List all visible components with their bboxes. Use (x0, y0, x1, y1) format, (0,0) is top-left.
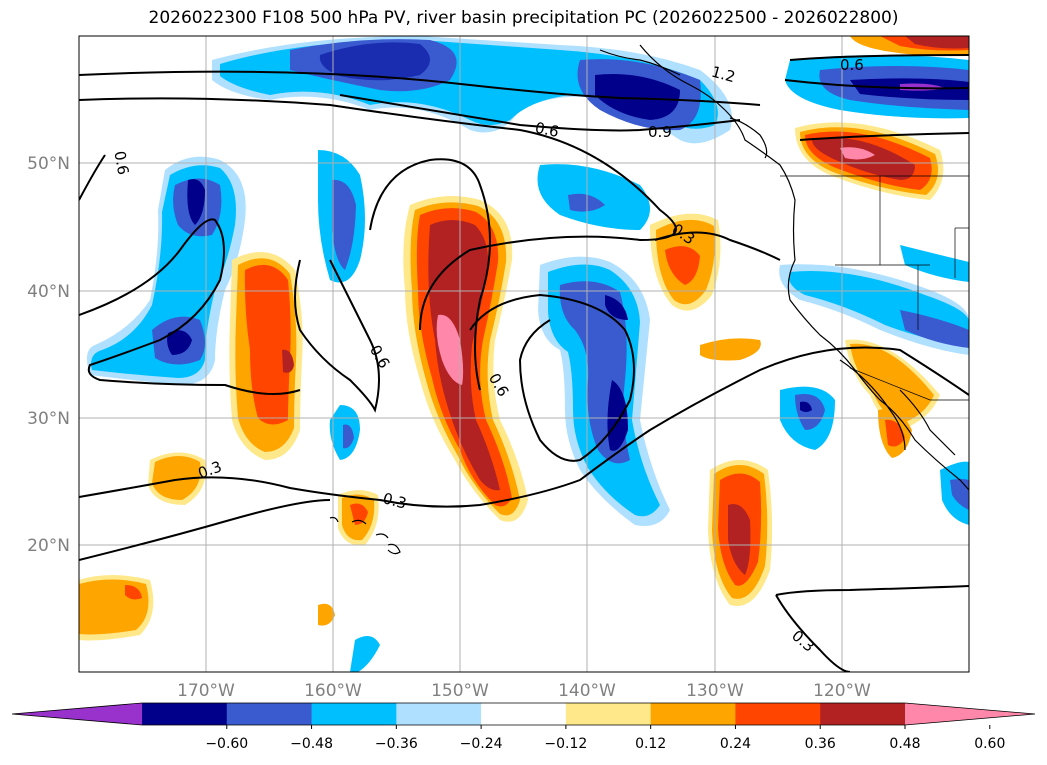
map-frame (78, 35, 970, 673)
colorbar-bin (396, 703, 482, 725)
us-mexico-border (849, 367, 969, 401)
contour-label: 0.9 (648, 123, 672, 141)
colorbar-tick-label: 0.36 (805, 736, 836, 752)
coastlines (329, 44, 969, 555)
pv-contour-1-2 (79, 70, 761, 106)
latitude-labels: 20°N 30°N 40°N 50°N (27, 154, 70, 556)
lon-label-170W: 170°W (177, 681, 235, 701)
pv-contour-0-6-loop (369, 158, 491, 391)
lon-label-140W: 140°W (558, 681, 616, 701)
pv-contours (79, 54, 969, 672)
lon-label-130W: 130°W (686, 681, 744, 701)
lon-label-150W: 150°W (431, 681, 489, 701)
north-america-coast (639, 44, 969, 491)
pv-contour-0-6-mid (294, 259, 380, 413)
pv-contour-0-6-north (79, 97, 677, 331)
colorbar-tick-label: −0.24 (460, 736, 503, 752)
hawaii-island-1 (329, 516, 339, 523)
map-title: 2026022300 F108 500 hPa PV, river basin … (148, 8, 899, 28)
colorbar-tick-label: 0.12 (635, 736, 666, 752)
longitude-labels: 170°W 160°W 150°W 140°W 130°W 120°W (177, 681, 871, 701)
lat-label-40N: 40°N (27, 282, 70, 302)
pv-contour-0-3-south (79, 346, 969, 508)
pv-contour-0-3-far (79, 499, 331, 561)
colorbar-bin (481, 703, 567, 725)
lat-label-20N: 20°N (27, 536, 70, 556)
colorbar-outline (11, 702, 1036, 726)
lon-label-120W: 120°W (813, 681, 871, 701)
lat-label-50N: 50°N (27, 154, 70, 174)
pv-contour-0-6-coast (799, 132, 969, 141)
colorbar-tick-label: 0.24 (720, 736, 751, 752)
pv-contour-0-9 (339, 94, 741, 132)
lon-label-160W: 160°W (304, 681, 362, 701)
colorbar-bin (226, 703, 313, 725)
contour-label: 0.6 (110, 150, 132, 177)
contour-label: 0.6 (840, 56, 864, 74)
gulf-of-california-coast (899, 389, 956, 456)
colorbar-bin (820, 703, 906, 725)
colorbar-bin (565, 703, 652, 725)
colorbar-tick-label: 0.48 (889, 736, 920, 752)
pv-contour-0-3-east (654, 231, 781, 261)
map-plot-area: 0.6 1.2 0.6 0.9 0.6 0.3 0.6 0.6 0.3 0.3 … (79, 36, 969, 672)
hawaii-island-2 (351, 519, 367, 525)
hawaii-island-4 (387, 543, 401, 555)
precipitation-pc-field (79, 36, 969, 672)
pv-contour-0-3-sw (775, 594, 851, 672)
lat-label-30N: 30°N (27, 409, 70, 429)
pv-contour-0-3-se (775, 585, 969, 596)
colorbar-bin (650, 703, 736, 725)
baja-california-coast (839, 359, 906, 451)
colorbar-bin (142, 703, 228, 725)
hawaii-island-3 (375, 533, 389, 539)
colorbar-bin (735, 703, 821, 725)
gridlines (79, 36, 969, 672)
colorbar-tick-label: 0.60 (974, 736, 1005, 752)
colorbar-tick-label: −0.60 (205, 736, 248, 752)
contour-label: 0.6 (533, 118, 560, 141)
pv-contour-0-6-west (79, 154, 106, 201)
colorbar-extend-high (905, 703, 1035, 725)
colorbar-tick-label: −0.48 (290, 736, 333, 752)
pv-contour-0-6-left-lobe (79, 218, 301, 395)
contour-label: 1.2 (709, 63, 737, 87)
colorbar: −0.60 −0.48 −0.36 −0.24 −0.12 0.12 0.24 0.36 0.4… (11, 702, 1036, 752)
colorbar-tick-label: −0.12 (544, 736, 587, 752)
alaska-panhandle-coast (599, 49, 681, 76)
colorbar-bin (311, 703, 397, 725)
colorbar-tick-label: −0.36 (375, 736, 418, 752)
pv-contour-0-6-spiral (469, 293, 635, 462)
contour-label: 0.3 (381, 489, 409, 513)
state-borders (780, 175, 969, 401)
pv-contour-0-6-right (784, 54, 969, 90)
colorbar-extend-low (12, 703, 142, 725)
